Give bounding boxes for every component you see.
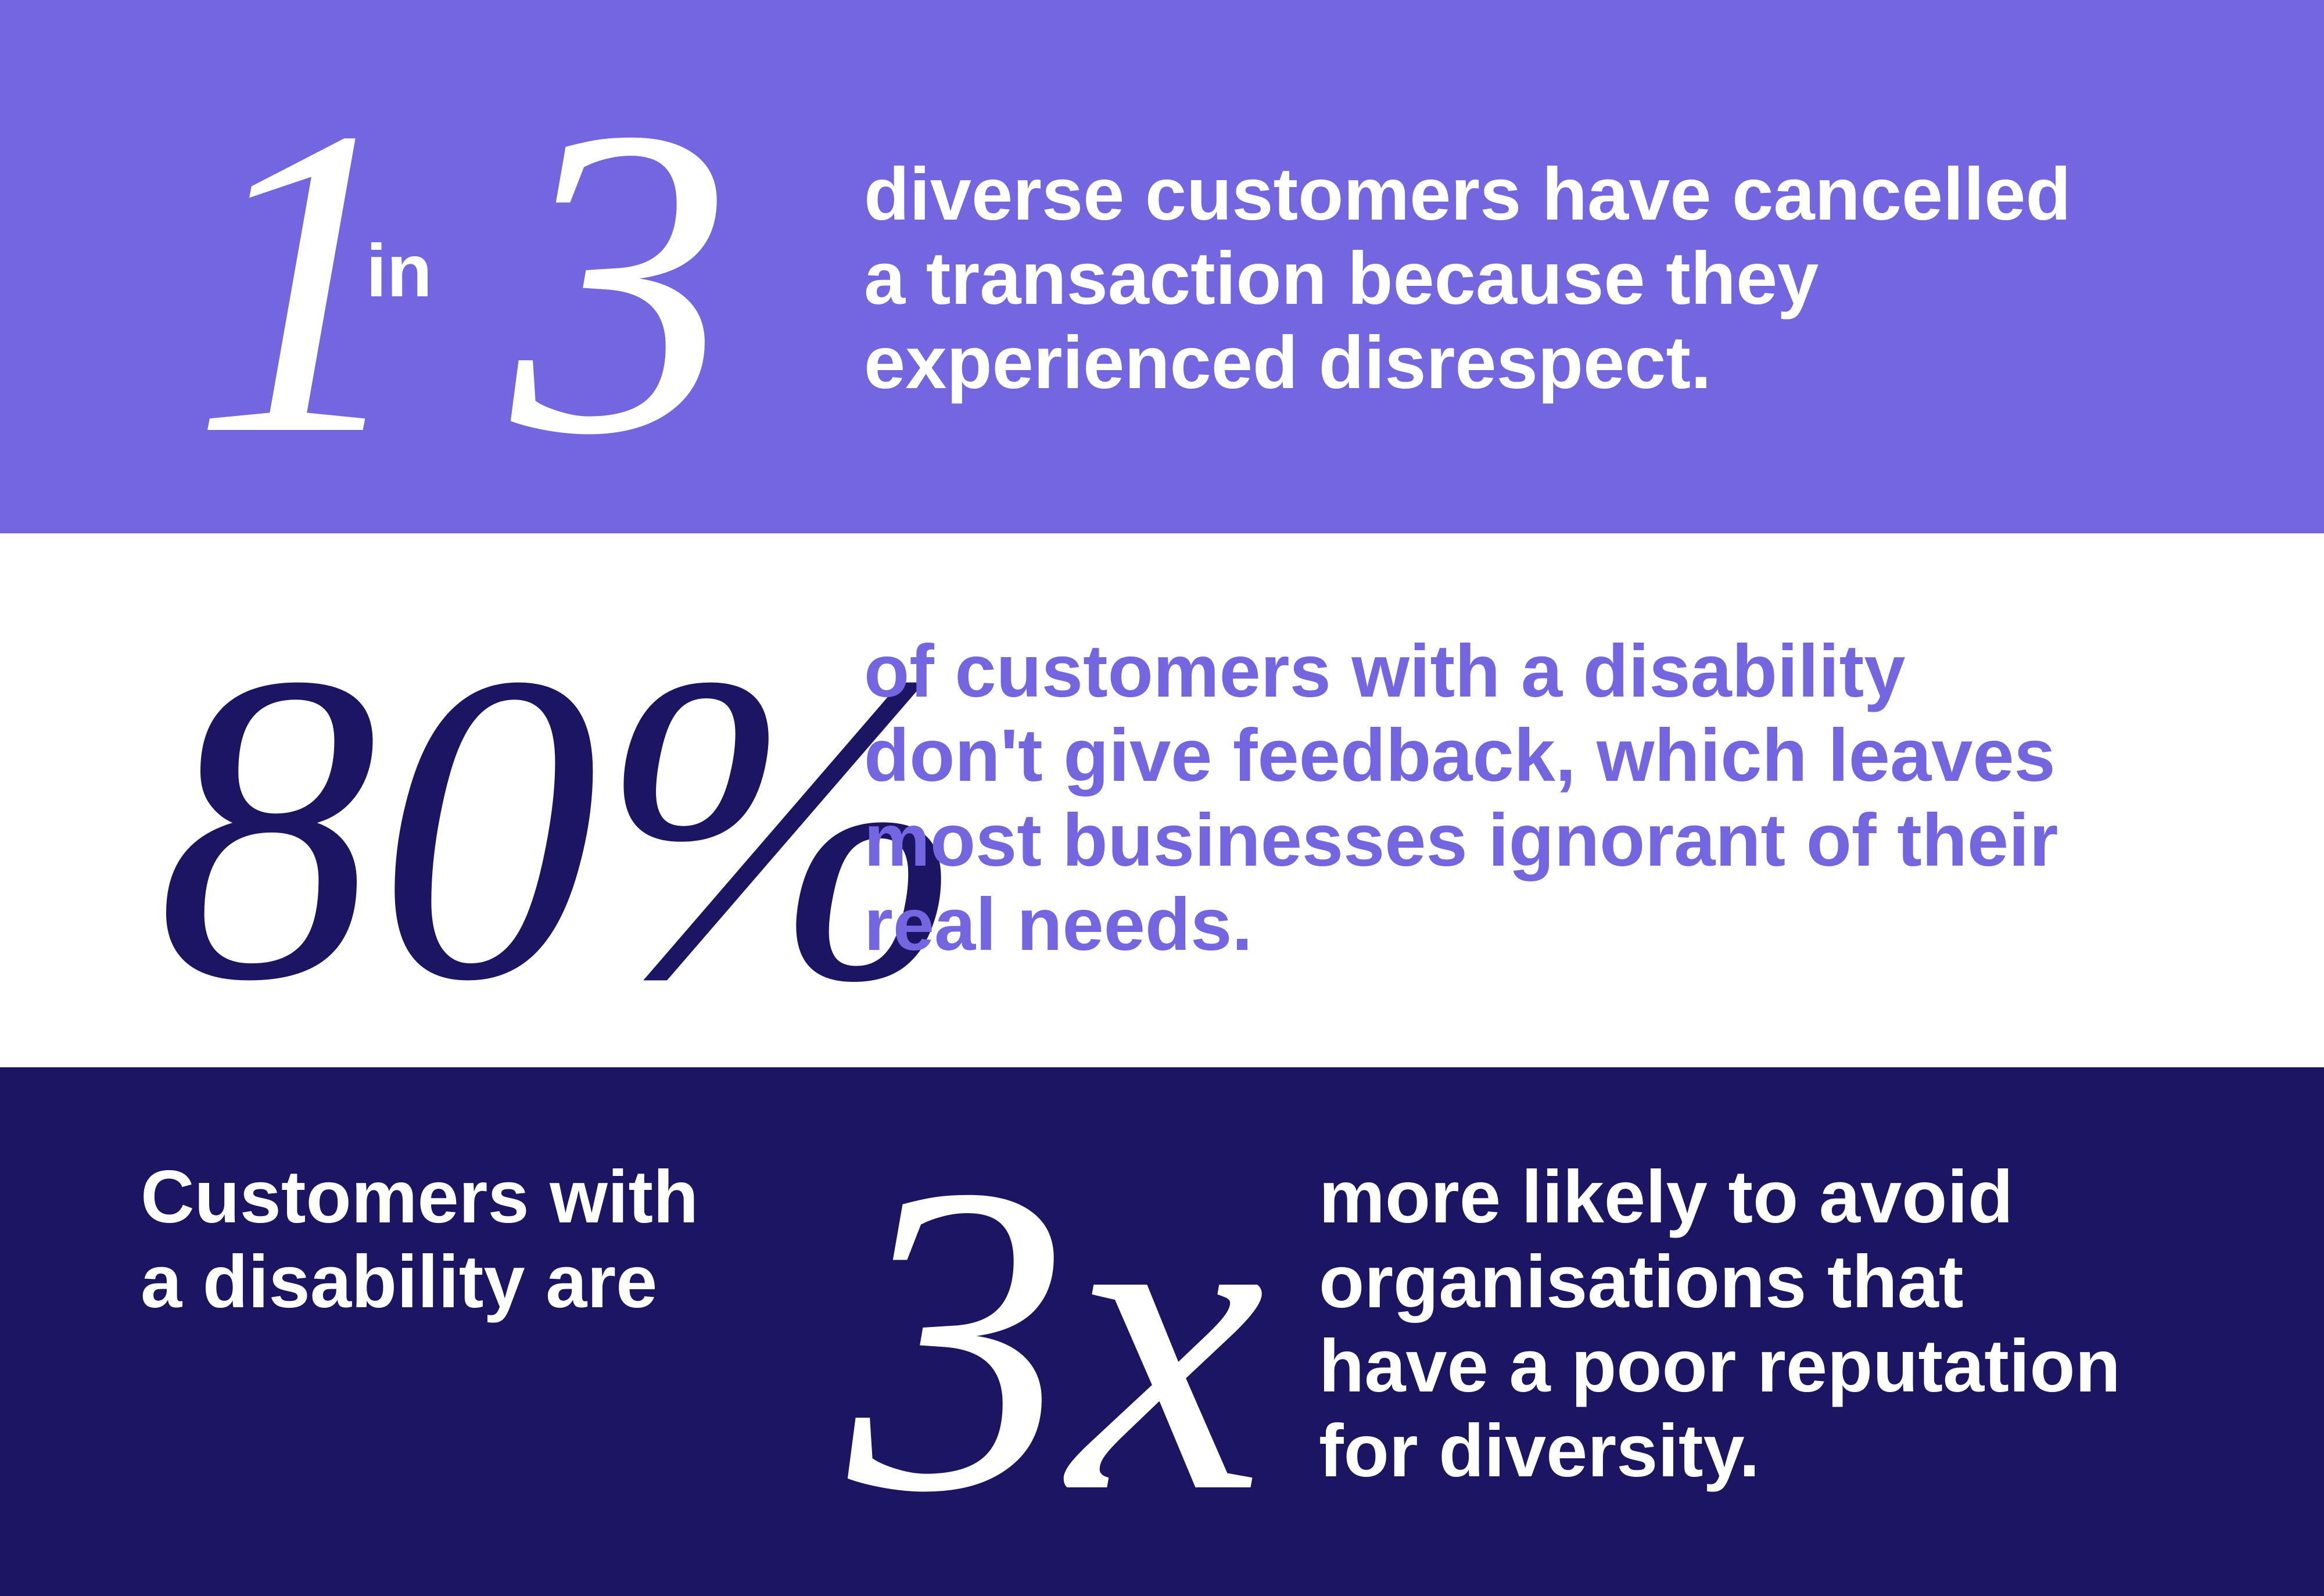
stat-text: of customers with a disability [864,630,1905,713]
big-number: 80% [157,583,966,1072]
stat-text: for diversity. [1319,1409,1760,1493]
band-bottom [0,1067,2324,1596]
big-number: 1 [192,37,413,526]
stat-text: more likely to avoid [1319,1156,2013,1239]
joiner: in [366,229,432,313]
lead-text: Customers with [141,1156,698,1239]
stat-text: organisations that [1319,1240,1963,1324]
stat-text: don't give feedback, which leaves [864,714,2056,797]
stat-text: a transaction because they [864,237,1819,320]
stat-text: experienced disrespect. [864,321,1712,404]
lead-text: a disability are [141,1240,657,1324]
band-top [0,0,2324,533]
band-middle [0,533,2324,1067]
stat-text: real needs. [864,883,1253,966]
big-number: 3 [504,37,732,526]
stat-text: have a poor reputation [1319,1325,2121,1408]
stat-text: diverse customers have cancelled [864,153,2071,236]
stat-text: most businesses ignorant of their [864,799,2058,882]
big-number: 3x [841,1095,1265,1583]
